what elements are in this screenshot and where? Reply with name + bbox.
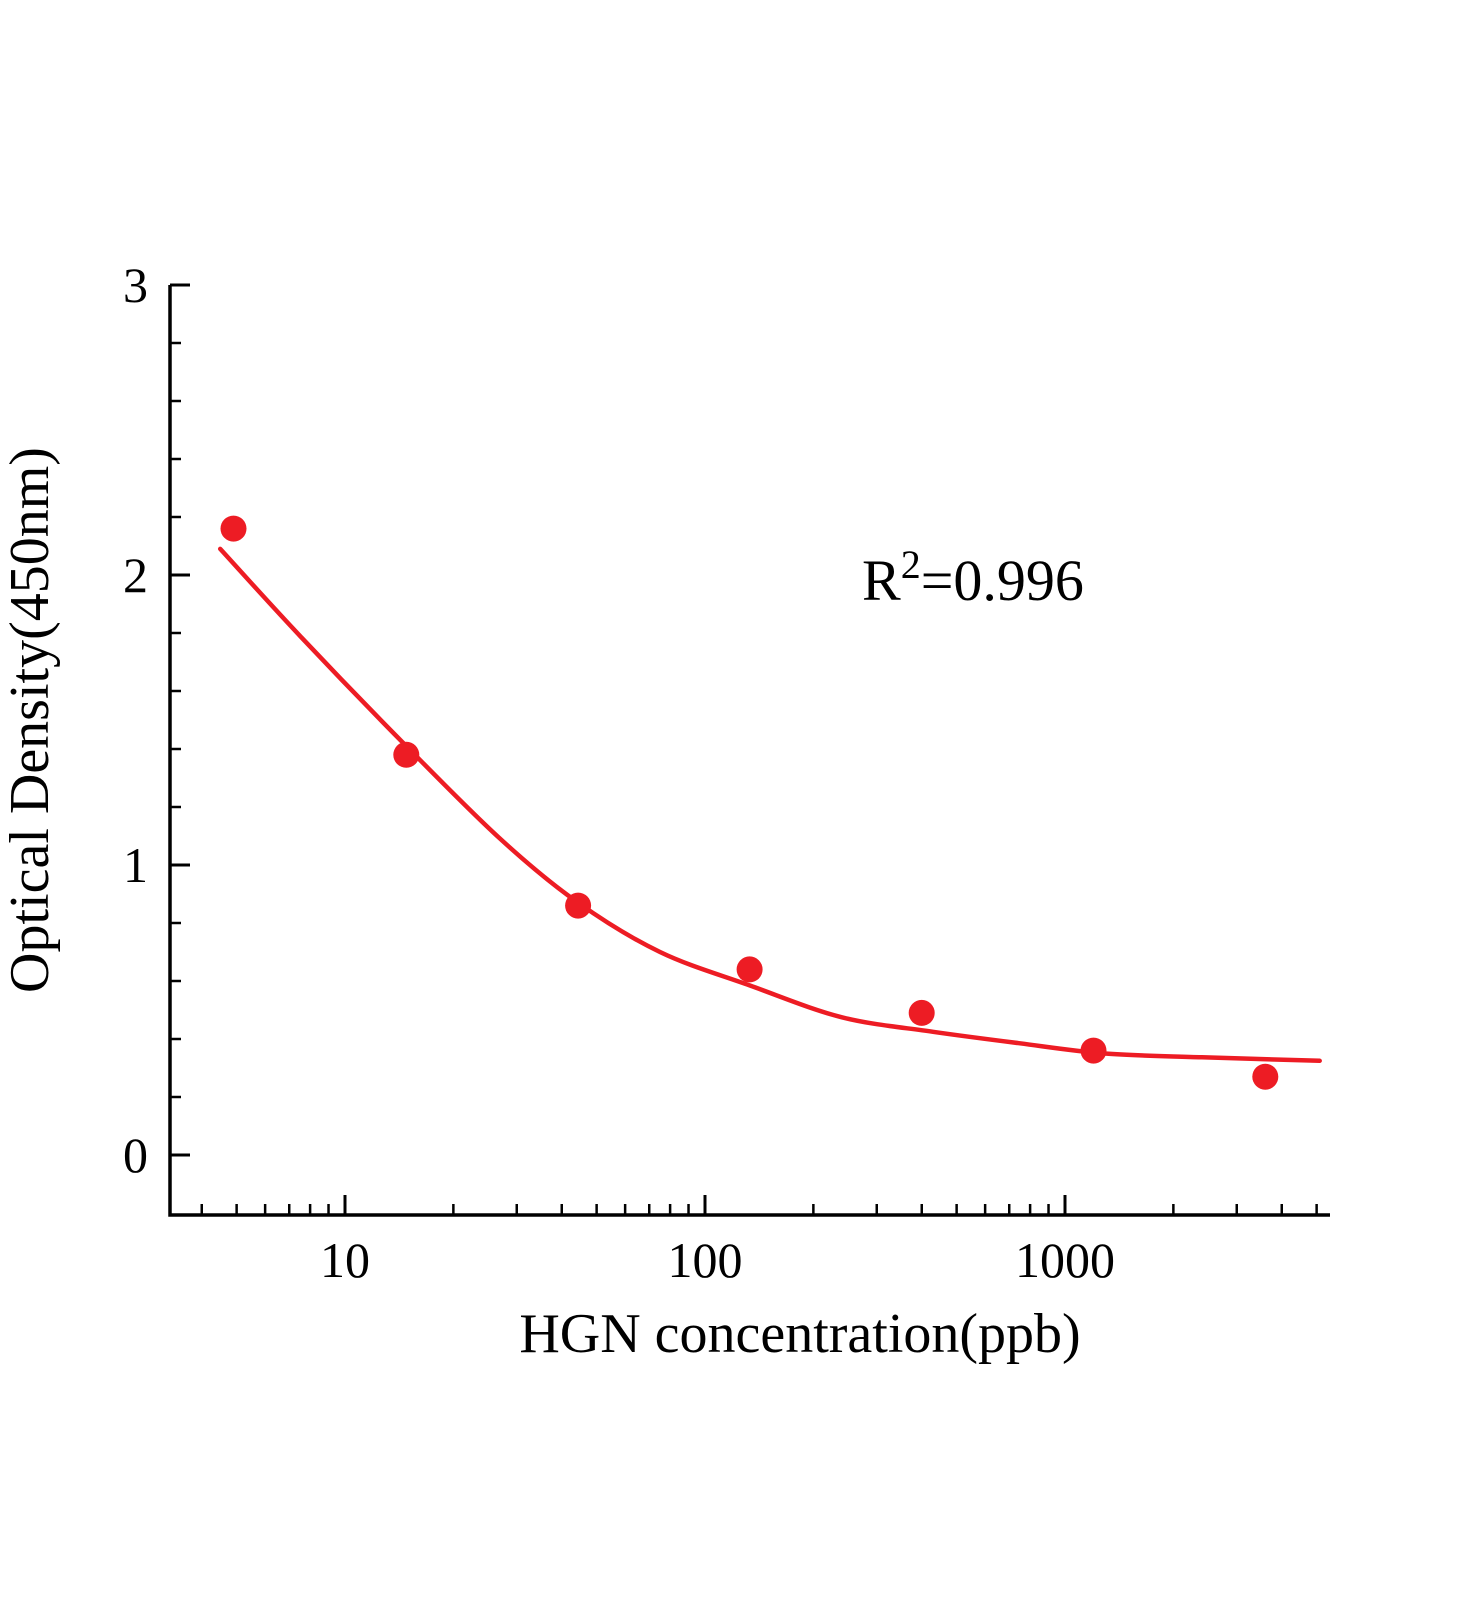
data-points: [220, 515, 1279, 1090]
r-squared-annotation: R2=0.996: [862, 542, 1084, 613]
data-point: [565, 892, 592, 919]
axis-line: [168, 285, 1330, 1217]
data-point: [908, 999, 935, 1026]
fit-curve: [217, 546, 1322, 1064]
ticks: [170, 283, 1318, 1215]
y-tick-label: 3: [123, 257, 148, 313]
y-tick-label: 0: [123, 1127, 148, 1183]
x-axis-title: HGN concentration(ppb): [519, 1303, 1080, 1365]
data-point: [1252, 1063, 1279, 1090]
data-point: [393, 741, 420, 768]
data-point: [220, 515, 247, 542]
x-tick-label: 10: [320, 1232, 370, 1288]
axes: [168, 285, 1330, 1217]
y-axis-title: Optical Density(450nm): [0, 447, 61, 993]
data-point: [1080, 1037, 1107, 1064]
x-tick-label: 100: [668, 1232, 743, 1288]
x-tick-label: 1000: [1015, 1232, 1115, 1288]
y-tick-label: 1: [123, 837, 148, 893]
y-tick-label: 2: [123, 547, 148, 603]
tick-labels: 10 100 1000 0 1 2 3: [123, 257, 1115, 1288]
data-point: [736, 956, 763, 983]
